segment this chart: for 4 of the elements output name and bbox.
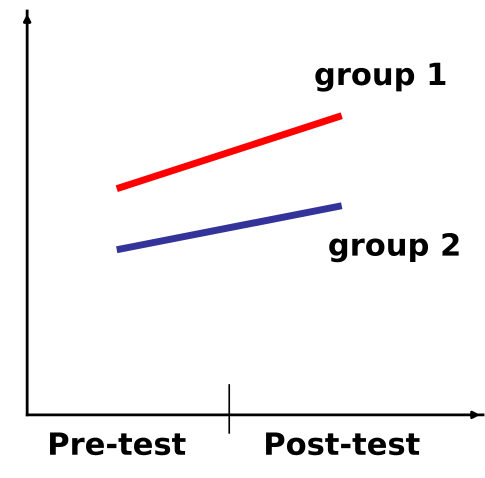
series-label: group 1 — [315, 62, 446, 92]
series-label: group 2 — [329, 232, 459, 262]
x-tick-label: Pre-test — [50, 432, 186, 456]
x-tick-label: Post-test — [266, 432, 420, 456]
